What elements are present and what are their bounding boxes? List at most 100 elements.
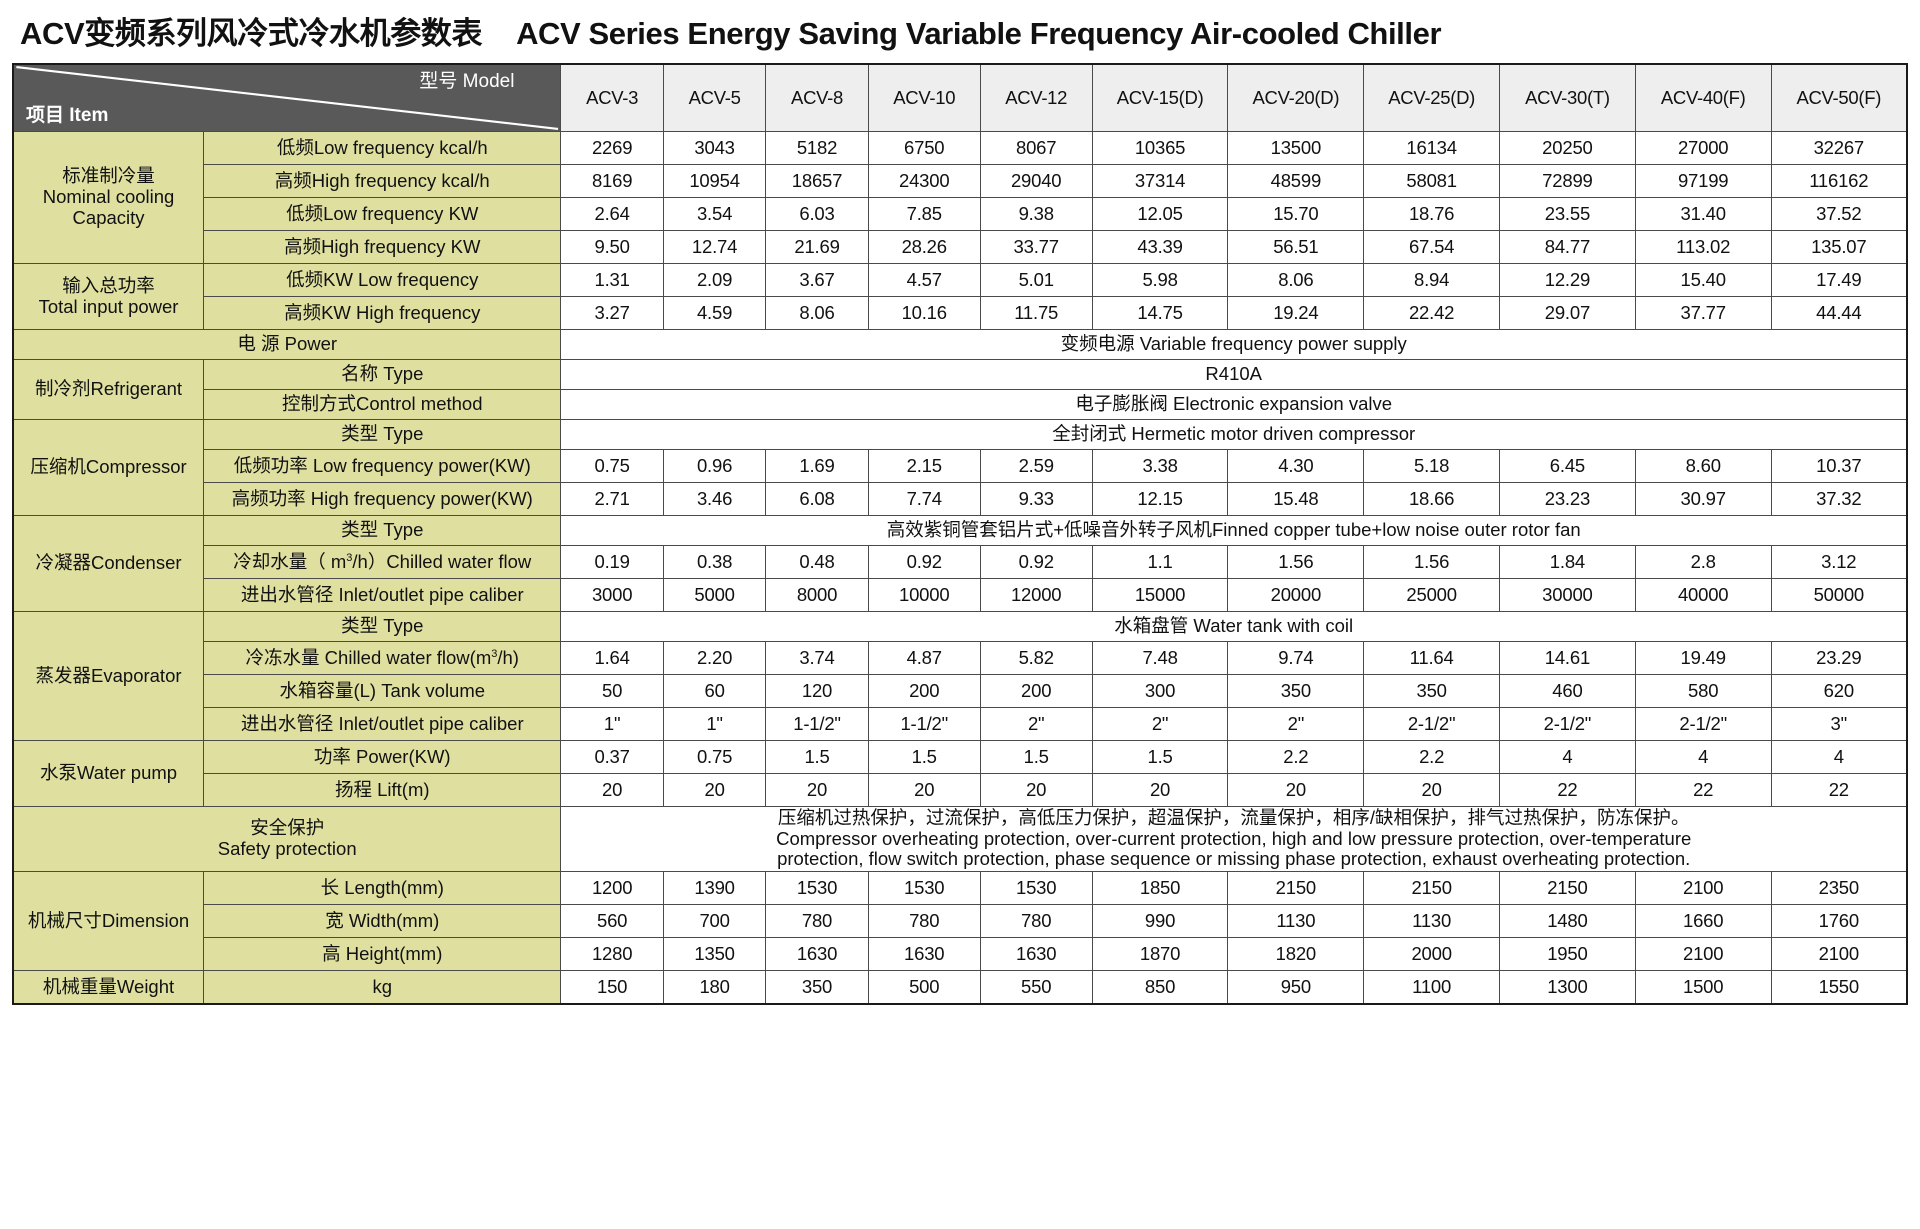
data-cell: 14.75: [1091, 296, 1229, 330]
table-row: 高频功率 High frequency power(KW) 2.71 3.46 6.0…: [13, 482, 1908, 516]
model-column-header: ACV-15(D): [1091, 63, 1229, 132]
data-cell: 620: [1770, 674, 1908, 708]
data-cell: 1.5: [867, 740, 981, 774]
data-cell: 2.64: [560, 197, 664, 231]
data-cell: 2150: [1363, 871, 1501, 906]
data-cell: 58081: [1363, 164, 1501, 198]
data-cell: 2.20: [662, 641, 767, 675]
data-cell: 43.39: [1091, 230, 1229, 264]
data-cell: 350: [1363, 674, 1501, 708]
data-cell: 1130: [1363, 904, 1501, 939]
data-cell: 11.64: [1363, 641, 1501, 675]
data-cell: 1200: [560, 871, 664, 906]
row-label: 低频Low frequency kcal/h: [203, 131, 562, 165]
data-cell: 16134: [1363, 131, 1501, 165]
data-cell: 8.94: [1363, 263, 1501, 297]
data-cell: 0.92: [867, 545, 981, 579]
data-cell: 3.46: [662, 482, 767, 516]
data-cell: 2.2: [1363, 740, 1501, 774]
model-column-header: ACV-30(T): [1499, 63, 1636, 132]
data-cell: 37.77: [1634, 296, 1772, 330]
safety-protection-text: 压缩机过热保护，过流保护，高低压力保护，超温保护，流量保护，相序/缺相保护，排气…: [560, 805, 1908, 873]
row-label: 高频KW High frequency: [203, 296, 562, 330]
data-cell: 180: [662, 970, 767, 1005]
data-cell: 3": [1770, 707, 1908, 741]
row-label: 功率 Power(KW): [203, 740, 562, 774]
data-cell: 10.16: [867, 296, 981, 330]
group-label-water-pump: 水泵Water pump: [12, 740, 205, 807]
table-row: 低频Low frequency KW 2.64 3.54 6.03 7.85 9.38 12…: [13, 197, 1908, 231]
data-cell: 2100: [1634, 871, 1772, 906]
data-cell: 28.26: [867, 230, 981, 264]
table-row: 冷却水量（ m3/h）Chilled water flow 0.19 0.38 0.4…: [13, 545, 1908, 579]
data-cell: 23.23: [1499, 482, 1636, 516]
data-cell: 1-1/2": [867, 707, 981, 741]
model-column-header: ACV-12: [979, 63, 1093, 132]
data-cell: 3.38: [1091, 449, 1229, 483]
data-cell: 6.45: [1499, 449, 1636, 483]
model-column-header: ACV-25(D): [1363, 63, 1501, 132]
merged-value: 水箱盘管 Water tank with coil: [560, 611, 1908, 642]
data-cell: 3.12: [1770, 545, 1908, 579]
data-cell: 3.67: [765, 263, 869, 297]
data-cell: 8.06: [765, 296, 869, 330]
data-cell: 22: [1770, 773, 1908, 807]
row-label: 宽 Width(mm): [203, 904, 562, 939]
power-supply-value: 变频电源 Variable frequency power supply: [560, 329, 1908, 360]
model-column-header: ACV-40(F): [1634, 63, 1772, 132]
data-cell: 50000: [1770, 578, 1908, 612]
data-cell: 22: [1634, 773, 1772, 807]
row-label: 低频KW Low frequency: [203, 263, 562, 297]
data-cell: 113.02: [1634, 230, 1772, 264]
group-label-compressor: 压缩机Compressor: [12, 419, 205, 516]
data-cell: 30000: [1499, 578, 1636, 612]
data-cell: 2000: [1363, 937, 1501, 972]
data-cell: 1280: [560, 937, 664, 972]
data-cell: 13500: [1227, 131, 1365, 165]
data-cell: 7.74: [867, 482, 981, 516]
group-label-evaporator: 蒸发器Evaporator: [12, 611, 205, 741]
table-row: 标准制冷量 Nominal cooling Capacity 低频Low freque…: [12, 131, 1908, 264]
data-cell: 200: [979, 674, 1093, 708]
data-cell: 23.29: [1770, 641, 1908, 675]
data-cell: 1.1: [1091, 545, 1229, 579]
data-cell: 2-1/2": [1634, 707, 1772, 741]
data-cell: 5000: [662, 578, 767, 612]
data-cell: 3.54: [662, 197, 767, 231]
data-cell: 460: [1499, 674, 1636, 708]
data-cell: 6.08: [765, 482, 869, 516]
data-cell: 20: [1227, 773, 1365, 807]
data-cell: 2150: [1227, 871, 1365, 906]
model-column-header: ACV-10: [867, 63, 981, 132]
model-column-header: ACV-8: [765, 63, 869, 132]
data-cell: 2": [979, 707, 1093, 741]
data-cell: 2100: [1634, 937, 1772, 972]
data-cell: 29.07: [1499, 296, 1636, 330]
table-row: 进出水管径 Inlet/outlet pipe caliber 3000 5000 8…: [13, 578, 1908, 612]
data-cell: 5.18: [1363, 449, 1501, 483]
table-row: 水泵Water pump 功率 Power(KW) 0.37 0.75 1.5 1.5 1.…: [12, 740, 1908, 807]
row-label: 高 Height(mm): [203, 937, 562, 972]
data-cell: 1300: [1499, 970, 1636, 1005]
row-label: 冷冻水量 Chilled water flow(m3/h): [203, 641, 562, 675]
data-cell: 23.55: [1499, 197, 1636, 231]
merged-value: 电子膨胀阀 Electronic expansion valve: [560, 389, 1908, 420]
data-cell: 4: [1499, 740, 1636, 774]
table-row-safety: 安全保护 Safety protection 压缩机过热保护，过流保护，高低压力保护…: [12, 805, 1908, 873]
row-label-power: 电 源 Power: [12, 329, 562, 360]
data-cell: 72899: [1499, 164, 1636, 198]
data-cell: 1100: [1363, 970, 1501, 1005]
data-cell: 15.40: [1634, 263, 1772, 297]
data-cell: 700: [662, 904, 767, 939]
data-cell: 3.27: [560, 296, 664, 330]
data-cell: 12.15: [1091, 482, 1229, 516]
table-row: 控制方式Control method 电子膨胀阀 Electronic expan…: [13, 389, 1908, 420]
title-chinese: ACV变频系列风冷式冷水机参数表: [20, 16, 483, 51]
data-cell: 40000: [1634, 578, 1772, 612]
data-cell: 1.5: [765, 740, 869, 774]
data-cell: 2.8: [1634, 545, 1772, 579]
data-cell: 10.37: [1770, 449, 1908, 483]
data-cell: 1850: [1091, 871, 1229, 906]
table-row: 低频功率 Low frequency power(KW) 0.75 0.96 1.69…: [13, 449, 1908, 483]
